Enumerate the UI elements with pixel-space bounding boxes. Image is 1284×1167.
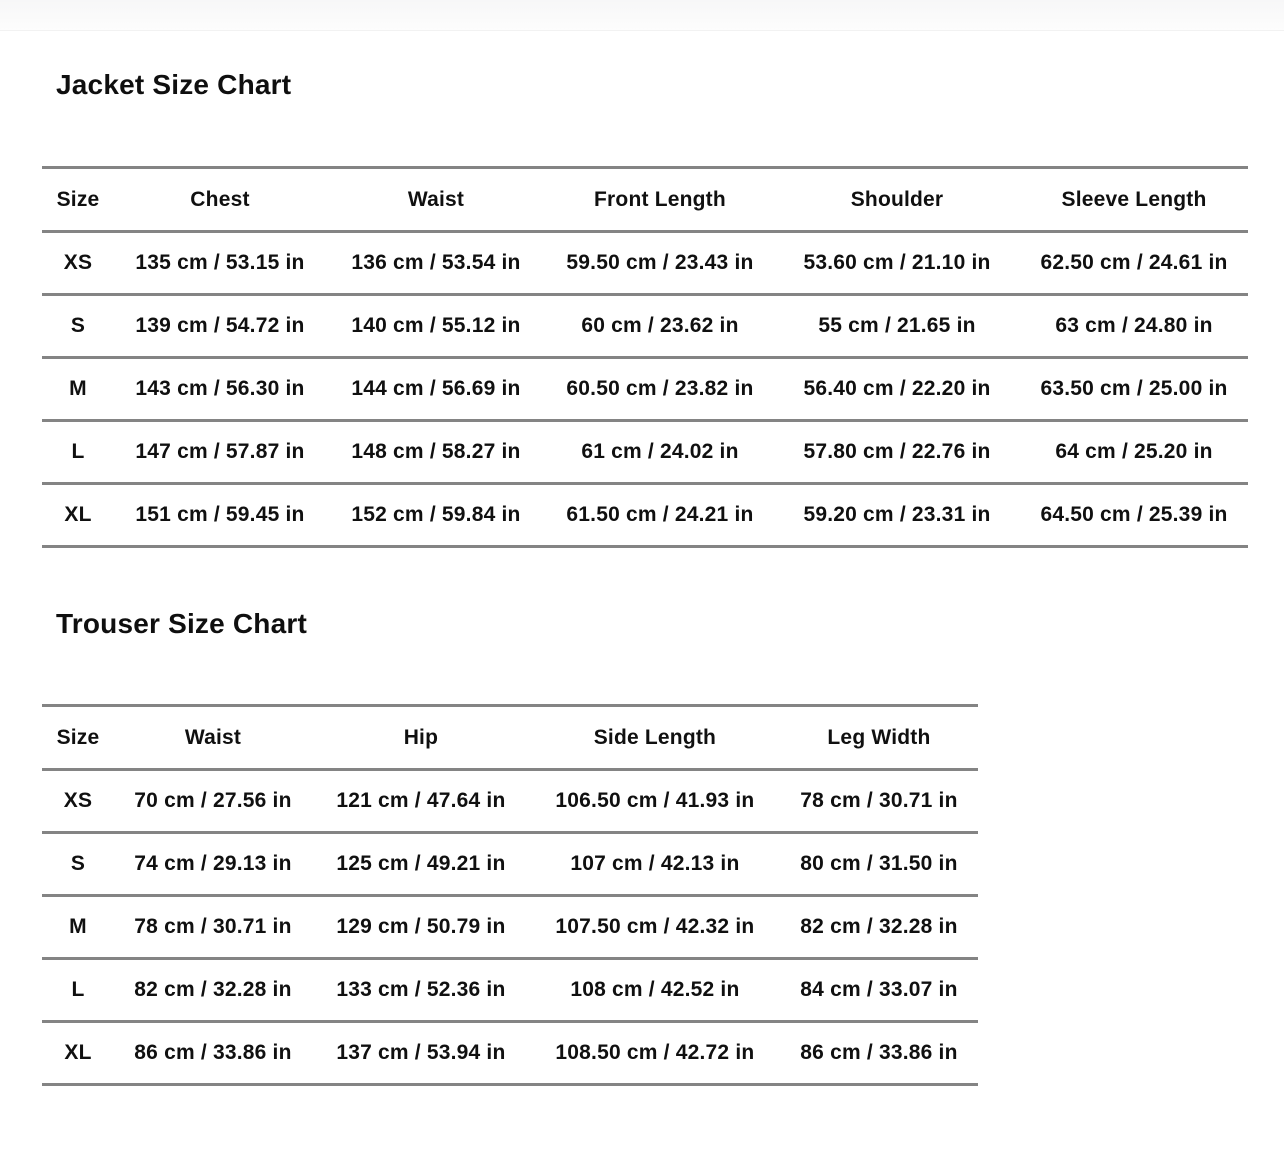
measurement-cell: 60 cm / 23.62 in	[581, 314, 739, 337]
size-cell: XS	[63, 251, 93, 274]
measurement-cell: 143 cm / 56.30 in	[135, 377, 305, 400]
size-cell: M	[69, 915, 87, 938]
measurement-cell: 62.50 cm / 24.61 in	[1040, 251, 1228, 274]
jacket-chart-title: Jacket Size Chart	[56, 69, 292, 100]
measurement-cell: 129 cm / 50.79 in	[336, 915, 506, 938]
jacket-size-table: Size Chest Waist Front Length Shoulder Sleeve…	[42, 166, 1248, 548]
measurement-cell: 106.50 cm / 41.93 in	[555, 789, 755, 812]
table-row: L 82 cm / 32.28 in 133 cm / 52.36 in 108 cm…	[42, 959, 978, 1022]
measurement-cell: 78 cm / 30.71 in	[134, 915, 292, 938]
measurement-cell: 53.60 cm / 21.10 in	[803, 251, 991, 274]
column-header: Waist	[407, 187, 465, 211]
measurement-cell: 86 cm / 33.86 in	[800, 1041, 958, 1064]
header-row: Size Waist Hip Side Length Leg Width	[42, 706, 978, 770]
measurement-cell: 139 cm / 54.72 in	[135, 314, 305, 337]
measurement-cell: 121 cm / 47.64 in	[336, 789, 506, 812]
table-row: S 139 cm / 54.72 in 140 cm / 55.12 in 60 cm…	[42, 295, 1248, 358]
column-header: Size	[56, 725, 100, 749]
size-cell: M	[69, 377, 87, 400]
column-header: Leg Width	[827, 725, 931, 749]
table-row: S 74 cm / 29.13 in 125 cm / 49.21 in 107 cm…	[42, 833, 978, 896]
measurement-cell: 61 cm / 24.02 in	[581, 440, 739, 463]
measurement-cell: 70 cm / 27.56 in	[134, 789, 292, 812]
column-header: Hip	[403, 725, 439, 749]
table-row: XL 86 cm / 33.86 in 137 cm / 53.94 in 108.5…	[42, 1022, 978, 1085]
measurement-cell: 80 cm / 31.50 in	[800, 852, 958, 875]
size-cell: XL	[64, 503, 92, 526]
page-top-edge	[0, 0, 1284, 31]
measurement-cell: 135 cm / 53.15 in	[135, 251, 305, 274]
measurement-cell: 64.50 cm / 25.39 in	[1040, 503, 1228, 526]
measurement-cell: 107.50 cm / 42.32 in	[555, 915, 755, 938]
measurement-cell: 82 cm / 32.28 in	[800, 915, 958, 938]
measurement-cell: 151 cm / 59.45 in	[135, 503, 305, 526]
column-header: Front Length	[594, 187, 726, 211]
size-cell: XS	[63, 789, 93, 812]
measurement-cell: 63.50 cm / 25.00 in	[1040, 377, 1228, 400]
measurement-cell: 148 cm / 58.27 in	[351, 440, 521, 463]
measurement-cell: 56.40 cm / 22.20 in	[803, 377, 991, 400]
measurement-cell: 147 cm / 57.87 in	[135, 440, 305, 463]
table-row: M 143 cm / 56.30 in 144 cm / 56.69 in 60.50…	[42, 358, 1248, 421]
measurement-cell: 74 cm / 29.13 in	[134, 852, 292, 875]
column-header: Shoulder	[850, 187, 944, 211]
size-chart-page: Jacket Size Chart Size Chest Waist Front Le…	[0, 69, 1284, 1086]
measurement-cell: 136 cm / 53.54 in	[351, 251, 521, 274]
measurement-cell: 61.50 cm / 24.21 in	[566, 503, 754, 526]
measurement-cell: 82 cm / 32.28 in	[134, 978, 292, 1001]
column-header: Size	[56, 187, 100, 211]
size-cell: XL	[64, 1041, 92, 1064]
table-row: XS 135 cm / 53.15 in 136 cm / 53.54 in 59.5…	[42, 232, 1248, 295]
size-cell: L	[71, 978, 85, 1001]
column-header: Waist	[184, 725, 242, 749]
measurement-cell: 137 cm / 53.94 in	[336, 1041, 506, 1064]
measurement-cell: 107 cm / 42.13 in	[570, 852, 740, 875]
measurement-cell: 140 cm / 55.12 in	[351, 314, 521, 337]
measurement-cell: 144 cm / 56.69 in	[351, 377, 521, 400]
size-cell: S	[70, 852, 86, 875]
measurement-cell: 133 cm / 52.36 in	[336, 978, 506, 1001]
header-row: Size Chest Waist Front Length Shoulder Sleeve…	[42, 168, 1248, 232]
measurement-cell: 64 cm / 25.20 in	[1055, 440, 1213, 463]
measurement-cell: 60.50 cm / 23.82 in	[566, 377, 754, 400]
table-row: XL 151 cm / 59.45 in 152 cm / 59.84 in 61.5…	[42, 484, 1248, 547]
measurement-cell: 63 cm / 24.80 in	[1055, 314, 1213, 337]
measurement-cell: 108 cm / 42.52 in	[570, 978, 740, 1001]
measurement-cell: 59.50 cm / 23.43 in	[566, 251, 754, 274]
measurement-cell: 55 cm / 21.65 in	[818, 314, 976, 337]
measurement-cell: 84 cm / 33.07 in	[800, 978, 958, 1001]
size-cell: L	[71, 440, 85, 463]
table-row: M 78 cm / 30.71 in 129 cm / 50.79 in 107.50…	[42, 896, 978, 959]
column-header: Chest	[190, 187, 250, 211]
measurement-cell: 86 cm / 33.86 in	[134, 1041, 292, 1064]
table-row: L 147 cm / 57.87 in 148 cm / 58.27 in 61 cm…	[42, 421, 1248, 484]
measurement-cell: 57.80 cm / 22.76 in	[803, 440, 991, 463]
trouser-size-table: Size Waist Hip Side Length Leg Width XS 70 cm …	[42, 704, 978, 1086]
column-header: Sleeve Length	[1061, 187, 1207, 211]
measurement-cell: 125 cm / 49.21 in	[336, 852, 506, 875]
column-header: Side Length	[593, 725, 717, 749]
measurement-cell: 78 cm / 30.71 in	[800, 789, 958, 812]
measurement-cell: 59.20 cm / 23.31 in	[803, 503, 991, 526]
measurement-cell: 108.50 cm / 42.72 in	[555, 1041, 755, 1064]
table-row: XS 70 cm / 27.56 in 121 cm / 47.64 in 106.5…	[42, 770, 978, 833]
measurement-cell: 152 cm / 59.84 in	[351, 503, 521, 526]
size-cell: S	[70, 314, 86, 337]
trouser-chart-title: Trouser Size Chart	[56, 608, 308, 639]
